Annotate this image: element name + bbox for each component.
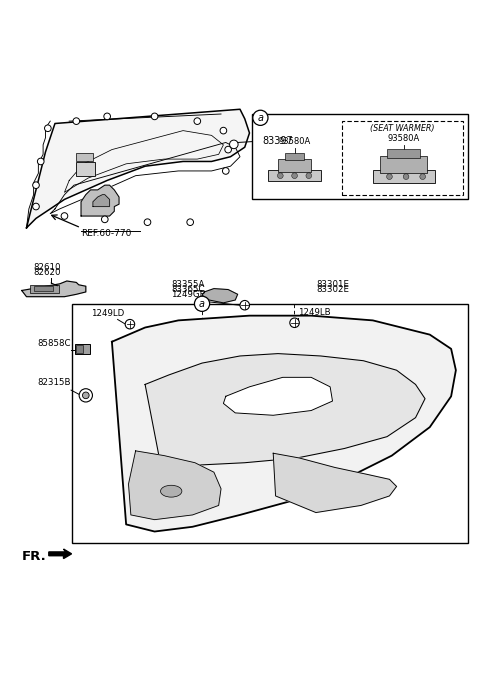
Circle shape [277,173,283,179]
Circle shape [187,219,193,226]
Circle shape [194,118,201,125]
Polygon shape [81,185,119,216]
Bar [342,121,463,195]
Bar [285,153,304,160]
Text: 83397: 83397 [263,136,294,146]
Circle shape [225,146,231,153]
Circle shape [104,113,110,120]
Text: a: a [257,113,264,123]
Bar [380,156,427,173]
Polygon shape [129,451,221,520]
Circle shape [253,111,268,125]
Text: 1249LD: 1249LD [91,309,124,318]
Bar [268,170,321,181]
Text: (SEAT WARMER): (SEAT WARMER) [370,123,435,133]
Ellipse shape [160,485,182,497]
Bar [72,304,468,543]
Text: 83302E: 83302E [316,285,349,294]
Polygon shape [223,377,333,415]
Polygon shape [22,281,86,297]
Polygon shape [49,549,72,559]
Text: REF.60-770: REF.60-770 [81,229,132,239]
Bar [76,162,96,176]
Circle shape [151,113,158,120]
Polygon shape [145,354,425,465]
Text: 1249LB: 1249LB [299,307,331,317]
Circle shape [229,140,238,149]
Polygon shape [273,453,396,512]
Circle shape [125,319,135,329]
Text: 83365C: 83365C [171,285,204,294]
Text: FR.: FR. [22,550,47,563]
Polygon shape [26,109,250,228]
Text: 93580A: 93580A [278,137,311,146]
Circle shape [194,296,210,311]
Bar [30,285,59,293]
Circle shape [73,118,80,125]
Circle shape [79,389,93,402]
Text: 1249GE: 1249GE [171,290,205,299]
Circle shape [37,158,44,164]
Text: a: a [199,299,205,309]
Text: 82620: 82620 [34,268,61,277]
Polygon shape [112,315,456,532]
Polygon shape [93,195,109,206]
Bar [278,158,311,172]
Circle shape [83,392,89,399]
Polygon shape [202,288,238,303]
Bar [34,286,53,290]
Circle shape [240,301,250,310]
Circle shape [386,174,392,179]
Bar [252,114,468,200]
Circle shape [45,125,51,131]
Circle shape [33,203,39,210]
Circle shape [222,168,229,175]
Circle shape [292,173,298,179]
Text: 82315B: 82315B [37,378,71,388]
Bar [76,153,93,162]
Circle shape [420,174,425,179]
Circle shape [403,174,409,179]
Text: 83301E: 83301E [316,280,349,288]
Bar [76,344,84,353]
Text: 82610: 82610 [34,263,61,272]
Circle shape [144,219,151,226]
Bar [75,344,90,354]
Circle shape [306,173,312,179]
Bar [373,170,434,183]
Text: 85858C: 85858C [37,339,71,348]
Circle shape [101,216,108,222]
Circle shape [290,318,300,328]
Circle shape [220,127,227,134]
Circle shape [61,213,68,219]
Bar [387,149,420,158]
Text: 93580A: 93580A [387,134,420,143]
Circle shape [33,182,39,189]
Text: 83355A: 83355A [171,280,204,288]
